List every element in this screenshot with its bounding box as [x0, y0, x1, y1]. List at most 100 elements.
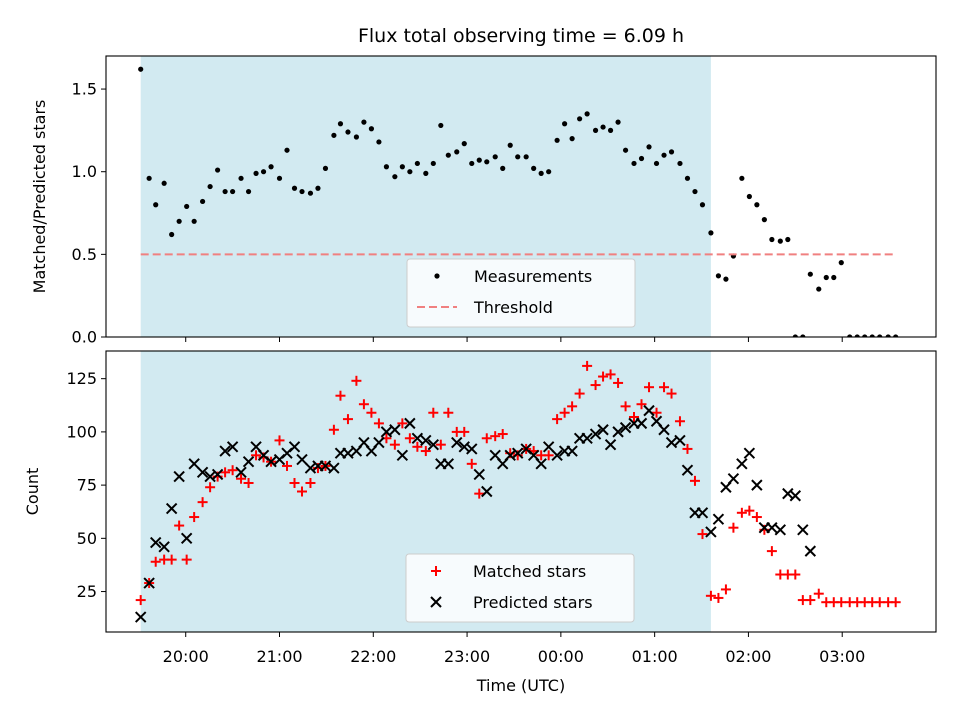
data-point	[328, 424, 339, 435]
y-axis-label: Count	[23, 468, 42, 516]
data-point	[612, 426, 624, 438]
data-point	[427, 438, 440, 451]
data-point	[577, 116, 583, 122]
y-tick-label: 0.5	[72, 245, 97, 264]
data-point	[173, 470, 185, 483]
data-point	[869, 334, 875, 337]
data-point	[769, 236, 775, 243]
data-point	[420, 434, 432, 447]
data-point	[665, 436, 678, 449]
data-point	[674, 434, 686, 447]
data-point	[874, 597, 885, 608]
legend-label: Measurements	[474, 267, 592, 286]
data-point	[816, 286, 822, 292]
data-point	[497, 429, 508, 440]
data-point	[782, 487, 794, 500]
data-point	[138, 66, 144, 72]
data-point	[205, 482, 216, 493]
data-point	[885, 334, 891, 337]
data-point	[590, 380, 601, 391]
data-point	[353, 134, 360, 140]
data-point	[666, 388, 677, 399]
x-tick-label: 23:00	[444, 647, 490, 666]
data-point	[605, 369, 616, 380]
data-point	[143, 577, 155, 589]
data-point	[831, 274, 837, 281]
data-point	[631, 160, 637, 167]
data-point	[804, 545, 817, 557]
data-point	[592, 127, 599, 133]
data-point	[319, 460, 332, 472]
data-point	[227, 465, 238, 476]
data-point	[838, 260, 844, 266]
data-point	[500, 165, 506, 171]
data-point	[451, 436, 463, 449]
x-tick-label: 00:00	[538, 647, 584, 666]
data-point	[166, 554, 177, 565]
legend: Measurements Threshold	[406, 258, 636, 328]
data-point	[674, 416, 685, 427]
data-point	[174, 520, 185, 531]
data-point	[454, 149, 460, 155]
data-point	[443, 407, 454, 418]
y-axis-label: Matched/Predicted stars	[30, 100, 49, 294]
data-point	[823, 274, 829, 281]
data-point	[523, 154, 529, 160]
data-point	[746, 193, 752, 200]
data-point	[862, 334, 868, 337]
data-point	[399, 164, 405, 170]
data-point	[150, 556, 161, 567]
data-point	[392, 174, 398, 180]
data-point	[582, 360, 593, 371]
data-point	[813, 588, 824, 599]
plot-area	[134, 360, 901, 623]
data-point	[253, 170, 259, 176]
data-point	[800, 334, 806, 337]
data-point	[643, 404, 655, 417]
data-point	[754, 202, 760, 208]
data-point	[335, 390, 346, 401]
data-point	[774, 524, 787, 536]
data-point	[574, 388, 585, 399]
x-tick-label: 01:00	[632, 647, 678, 666]
data-point	[191, 218, 197, 224]
data-point	[854, 334, 860, 337]
data-point	[481, 433, 492, 444]
data-point	[236, 473, 247, 484]
legend-swatch	[430, 596, 442, 608]
data-point	[337, 121, 344, 127]
data-point	[554, 137, 560, 143]
data-point	[723, 276, 729, 282]
data-point	[397, 418, 408, 429]
data-point	[242, 455, 255, 468]
data-point	[566, 445, 578, 457]
data-point	[638, 155, 645, 162]
data-point	[358, 399, 369, 410]
data-point	[492, 154, 498, 160]
data-point	[635, 417, 648, 430]
chart-title: Flux total observing time = 6.09 h	[358, 25, 684, 47]
data-point	[420, 446, 431, 457]
data-point	[473, 468, 485, 481]
data-point	[322, 165, 329, 171]
data-point	[705, 590, 716, 601]
data-point	[169, 231, 175, 238]
data-point	[696, 507, 709, 519]
data-point	[414, 160, 420, 167]
data-point	[877, 334, 883, 337]
data-point	[459, 426, 470, 437]
data-point	[766, 546, 777, 557]
data-point	[739, 175, 745, 181]
data-point	[165, 502, 178, 515]
data-point	[646, 144, 652, 150]
data-point	[620, 401, 631, 412]
legend-item: Measurements	[434, 267, 592, 286]
data-point	[761, 217, 767, 223]
data-point	[712, 513, 725, 525]
data-point	[176, 218, 182, 224]
data-point	[220, 467, 231, 478]
data-point	[161, 180, 167, 186]
axes-frame	[105, 55, 937, 338]
y-tick-label: 0.0	[72, 328, 97, 347]
data-point	[235, 466, 247, 479]
